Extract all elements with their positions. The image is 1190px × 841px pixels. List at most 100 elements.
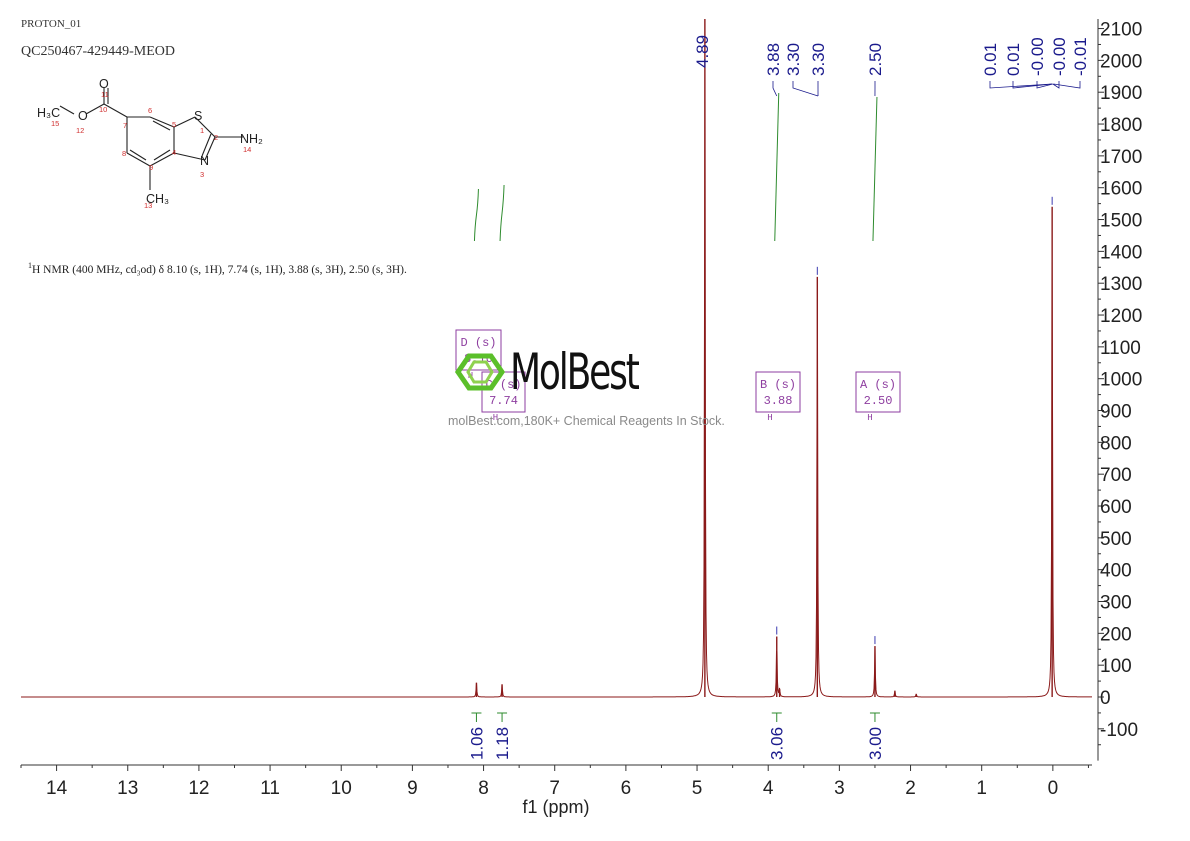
integral-value: 1.06 [467,727,486,760]
integral-curves [473,92,878,242]
y-tick-label: 2100 [1100,20,1142,41]
structure-bond [149,116,175,128]
multiplet-frame [455,329,502,371]
y-tick-label: 1800 [1100,115,1142,136]
x-tick-label: 8 [478,778,489,799]
integral-value: 3.00 [866,727,885,760]
y-tick-label: 1100 [1100,338,1141,359]
structure-bond [152,120,171,131]
atom-label: O [78,109,88,123]
integral-curve [774,92,780,242]
axes: 14 13 12 11 10 9 8 7 6 5 4 3 2 1 0f1 (ppm)210020001900… [20,19,1142,817]
x-tick-label: 3 [834,778,845,799]
ring-atom-number: 6 [148,106,152,115]
atom-label: S [194,109,202,123]
y-tick-label: 300 [1100,593,1132,614]
y-tick-label: 2000 [1100,51,1142,72]
multiplet-close: ) [514,378,521,392]
x-tick-label: 14 [46,778,68,799]
atom-number: 13 [144,201,152,210]
nmr-isotope: 1 [28,261,32,270]
y-tick-label: 1000 [1100,370,1142,391]
x-tick-label: 0 [1048,778,1059,799]
multiplet-close: ) [889,378,896,392]
x-tick-label: 13 [117,778,138,799]
integral-curve [473,188,479,242]
atom-label: NH₂ [240,132,263,146]
x-tick-label: 7 [549,778,560,799]
sample-name: QC250467-429449-MEOD [21,44,175,59]
nmr-description-text: H NMR (400 MHz, cd₃od) δ 8.10 (s, 1H), 7… [32,263,407,276]
y-tick-label: 600 [1100,497,1132,518]
multiplet-close: ) [489,336,496,350]
multiplet-open: ( [767,378,781,392]
peak-label: 3.30 [809,43,828,76]
multiplet-label: A (s) [860,378,896,392]
integral-curve [872,96,878,242]
multiplet-nucleus: H [867,413,872,423]
peak-label: 4.89 [693,35,712,68]
peak-label: 2.50 [866,43,885,76]
peak-label-leader [989,81,1053,89]
peak-label: -0.01 [1071,37,1090,76]
ring-atom-number: 7 [123,121,127,130]
atom-label: H₃C [37,106,60,120]
multiplet-mult: s [882,378,889,392]
structure-bond [173,152,206,161]
atom-number: 15 [51,119,59,128]
peak-label: 3.88 [764,43,783,76]
y-tick-label: 1700 [1100,147,1142,168]
multiplet-open: ( [867,378,881,392]
ring-atom-number: 5 [172,120,176,129]
multiplet-mult: s [507,378,514,392]
nmr-description: 1H NMR (400 MHz, cd₃od) δ 8.10 (s, 1H), … [28,257,428,279]
multiplet-shift: 3.88 [764,394,793,408]
integral-value: 1.18 [493,727,512,760]
multiplet-mult: s [782,378,789,392]
integral-curve [499,184,505,242]
y-tick-label: 1900 [1100,83,1142,104]
structure-bond [59,105,75,115]
atom-number: 12 [76,126,84,135]
atom-number: 3 [200,170,204,179]
y-tick-label: 400 [1100,561,1132,582]
experiment-name: PROTON_01 [21,18,82,30]
peak-label: -0.00 [1050,37,1069,76]
atom-number: 1 [200,126,204,135]
multiplet-nucleus: H [767,413,772,423]
x-axis-label: f1 (ppm) [522,797,589,817]
structure-bond [201,133,212,157]
peak-label: 0.01 [981,43,1000,76]
ring-atom-number: 2 [214,133,218,142]
atom-label: CH₃ [146,192,169,206]
structure-bond [126,152,151,167]
multiplet-box-a: A (s) 2.50 H [855,371,901,423]
peak-label-leader [772,81,778,97]
peak-label-leader [1053,81,1081,89]
multiplet-open: ( [468,336,482,350]
y-tick-label: 1200 [1100,306,1142,327]
atom-label: O [99,77,109,91]
integral-labels: 1.06 1.18 3.06 3.00 [467,712,885,760]
ring-atom-number: 10 [99,105,107,114]
x-tick-label: 10 [331,778,352,799]
structure-bond [129,149,147,161]
x-tick-label: 4 [763,778,774,799]
structure-bond [85,103,105,115]
multiplet-frame [755,371,801,413]
peak-label-leader [1036,81,1053,89]
ring-atom-number: 8 [122,149,126,158]
y-tick-label: 700 [1100,465,1132,486]
structure-bond [173,116,196,128]
peak-label-leader [1052,81,1060,89]
structure-bond [103,103,128,118]
multiplet-id: D [460,336,467,350]
atom-number: 14 [243,145,251,154]
multiplet-close: ) [789,378,796,392]
x-tick-label: 11 [260,778,280,799]
y-tick-label: 1600 [1100,179,1142,200]
y-tick-label: 200 [1100,624,1132,645]
structure-bond [204,136,216,161]
multiplet-shift: 7.74 [489,394,518,408]
